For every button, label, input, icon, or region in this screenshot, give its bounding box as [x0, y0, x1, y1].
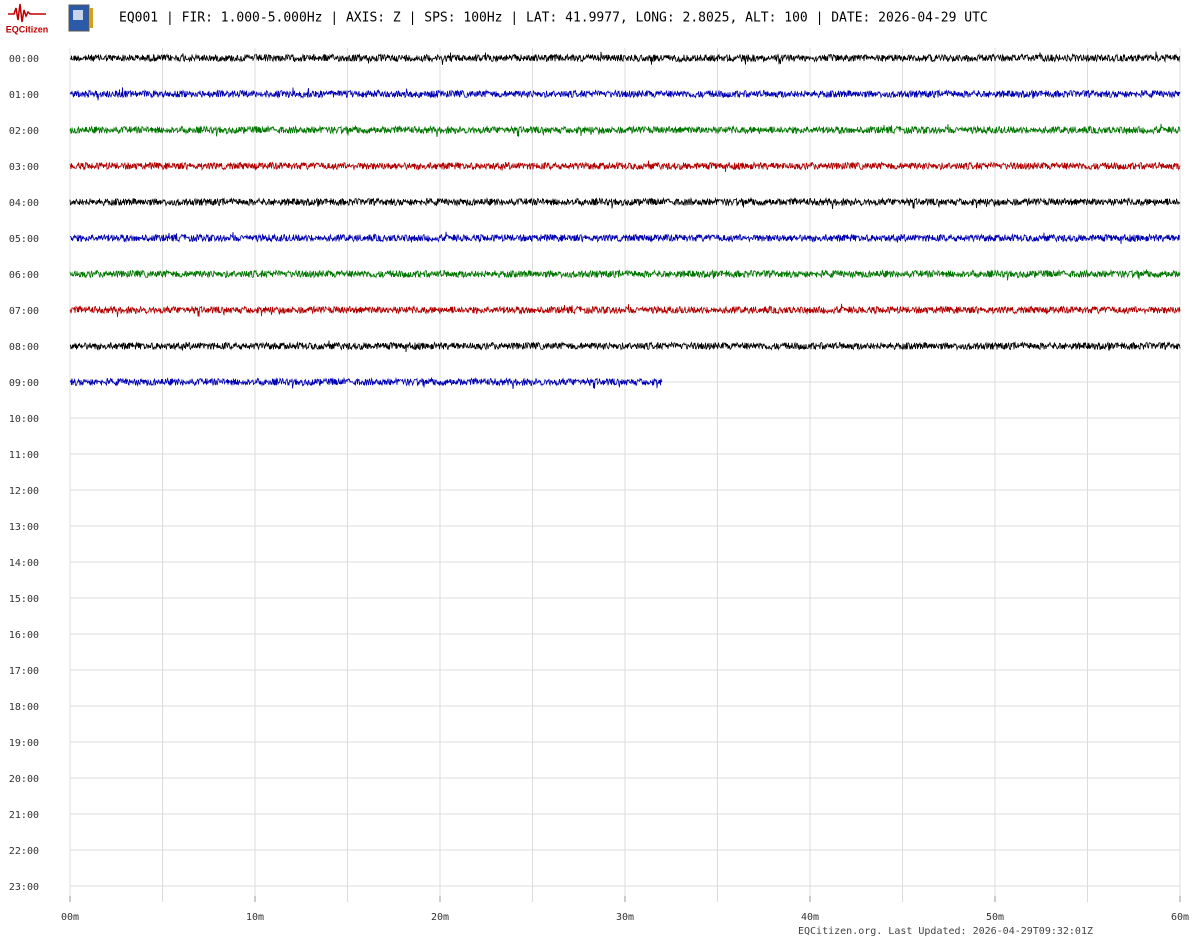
x-tick-label: 20m: [431, 912, 449, 923]
logo: EQCitizen: [6, 3, 93, 34]
trace: [69, 123, 1181, 137]
row-label: 14:00: [9, 558, 39, 569]
row-label: 18:00: [9, 702, 39, 713]
row-label: 15:00: [9, 594, 39, 605]
trace: [69, 87, 1181, 101]
row-label: 19:00: [9, 738, 39, 749]
trace: [69, 160, 1181, 173]
x-tick-label: 00m: [61, 912, 79, 923]
row-label: 09:00: [9, 378, 39, 389]
logo-wave: [8, 3, 46, 23]
row-label: 01:00: [9, 90, 39, 101]
row-label: 06:00: [9, 270, 39, 281]
row-label: 21:00: [9, 810, 39, 821]
footer: EQCitizen.org. Last Updated: 2026-04-29T…: [798, 926, 1093, 937]
row-label: 08:00: [9, 342, 39, 353]
row-label: 17:00: [9, 666, 39, 677]
x-tick-label: 60m: [1171, 912, 1189, 923]
x-tick-label: 10m: [246, 912, 264, 923]
trace: [69, 340, 1181, 353]
row-label: 16:00: [9, 630, 39, 641]
row-label: 00:00: [9, 54, 39, 65]
logo-text: EQCitizen: [6, 24, 49, 34]
row-label: 22:00: [9, 846, 39, 857]
device-pins: [89, 8, 93, 28]
row-label: 12:00: [9, 486, 39, 497]
trace: [69, 303, 1181, 317]
trace: [69, 51, 1181, 65]
row-label: 02:00: [9, 126, 39, 137]
x-tick-label: 50m: [986, 912, 1004, 923]
row-label: 11:00: [9, 450, 39, 461]
device-chip: [73, 10, 83, 20]
x-tick-label: 30m: [616, 912, 634, 923]
trace: [69, 376, 663, 389]
trace: [69, 196, 1181, 209]
row-label: 04:00: [9, 198, 39, 209]
row-label: 03:00: [9, 162, 39, 173]
x-tick-label: 40m: [801, 912, 819, 923]
row-label: 05:00: [9, 234, 39, 245]
row-label: 13:00: [9, 522, 39, 533]
row-label: 07:00: [9, 306, 39, 317]
header-title: EQ001 | FIR: 1.000-5.000Hz | AXIS: Z | S…: [119, 11, 988, 26]
row-label: 20:00: [9, 774, 39, 785]
row-label: 23:00: [9, 882, 39, 893]
trace: [69, 268, 1181, 281]
row-label: 10:00: [9, 414, 39, 425]
trace: [69, 231, 1181, 245]
